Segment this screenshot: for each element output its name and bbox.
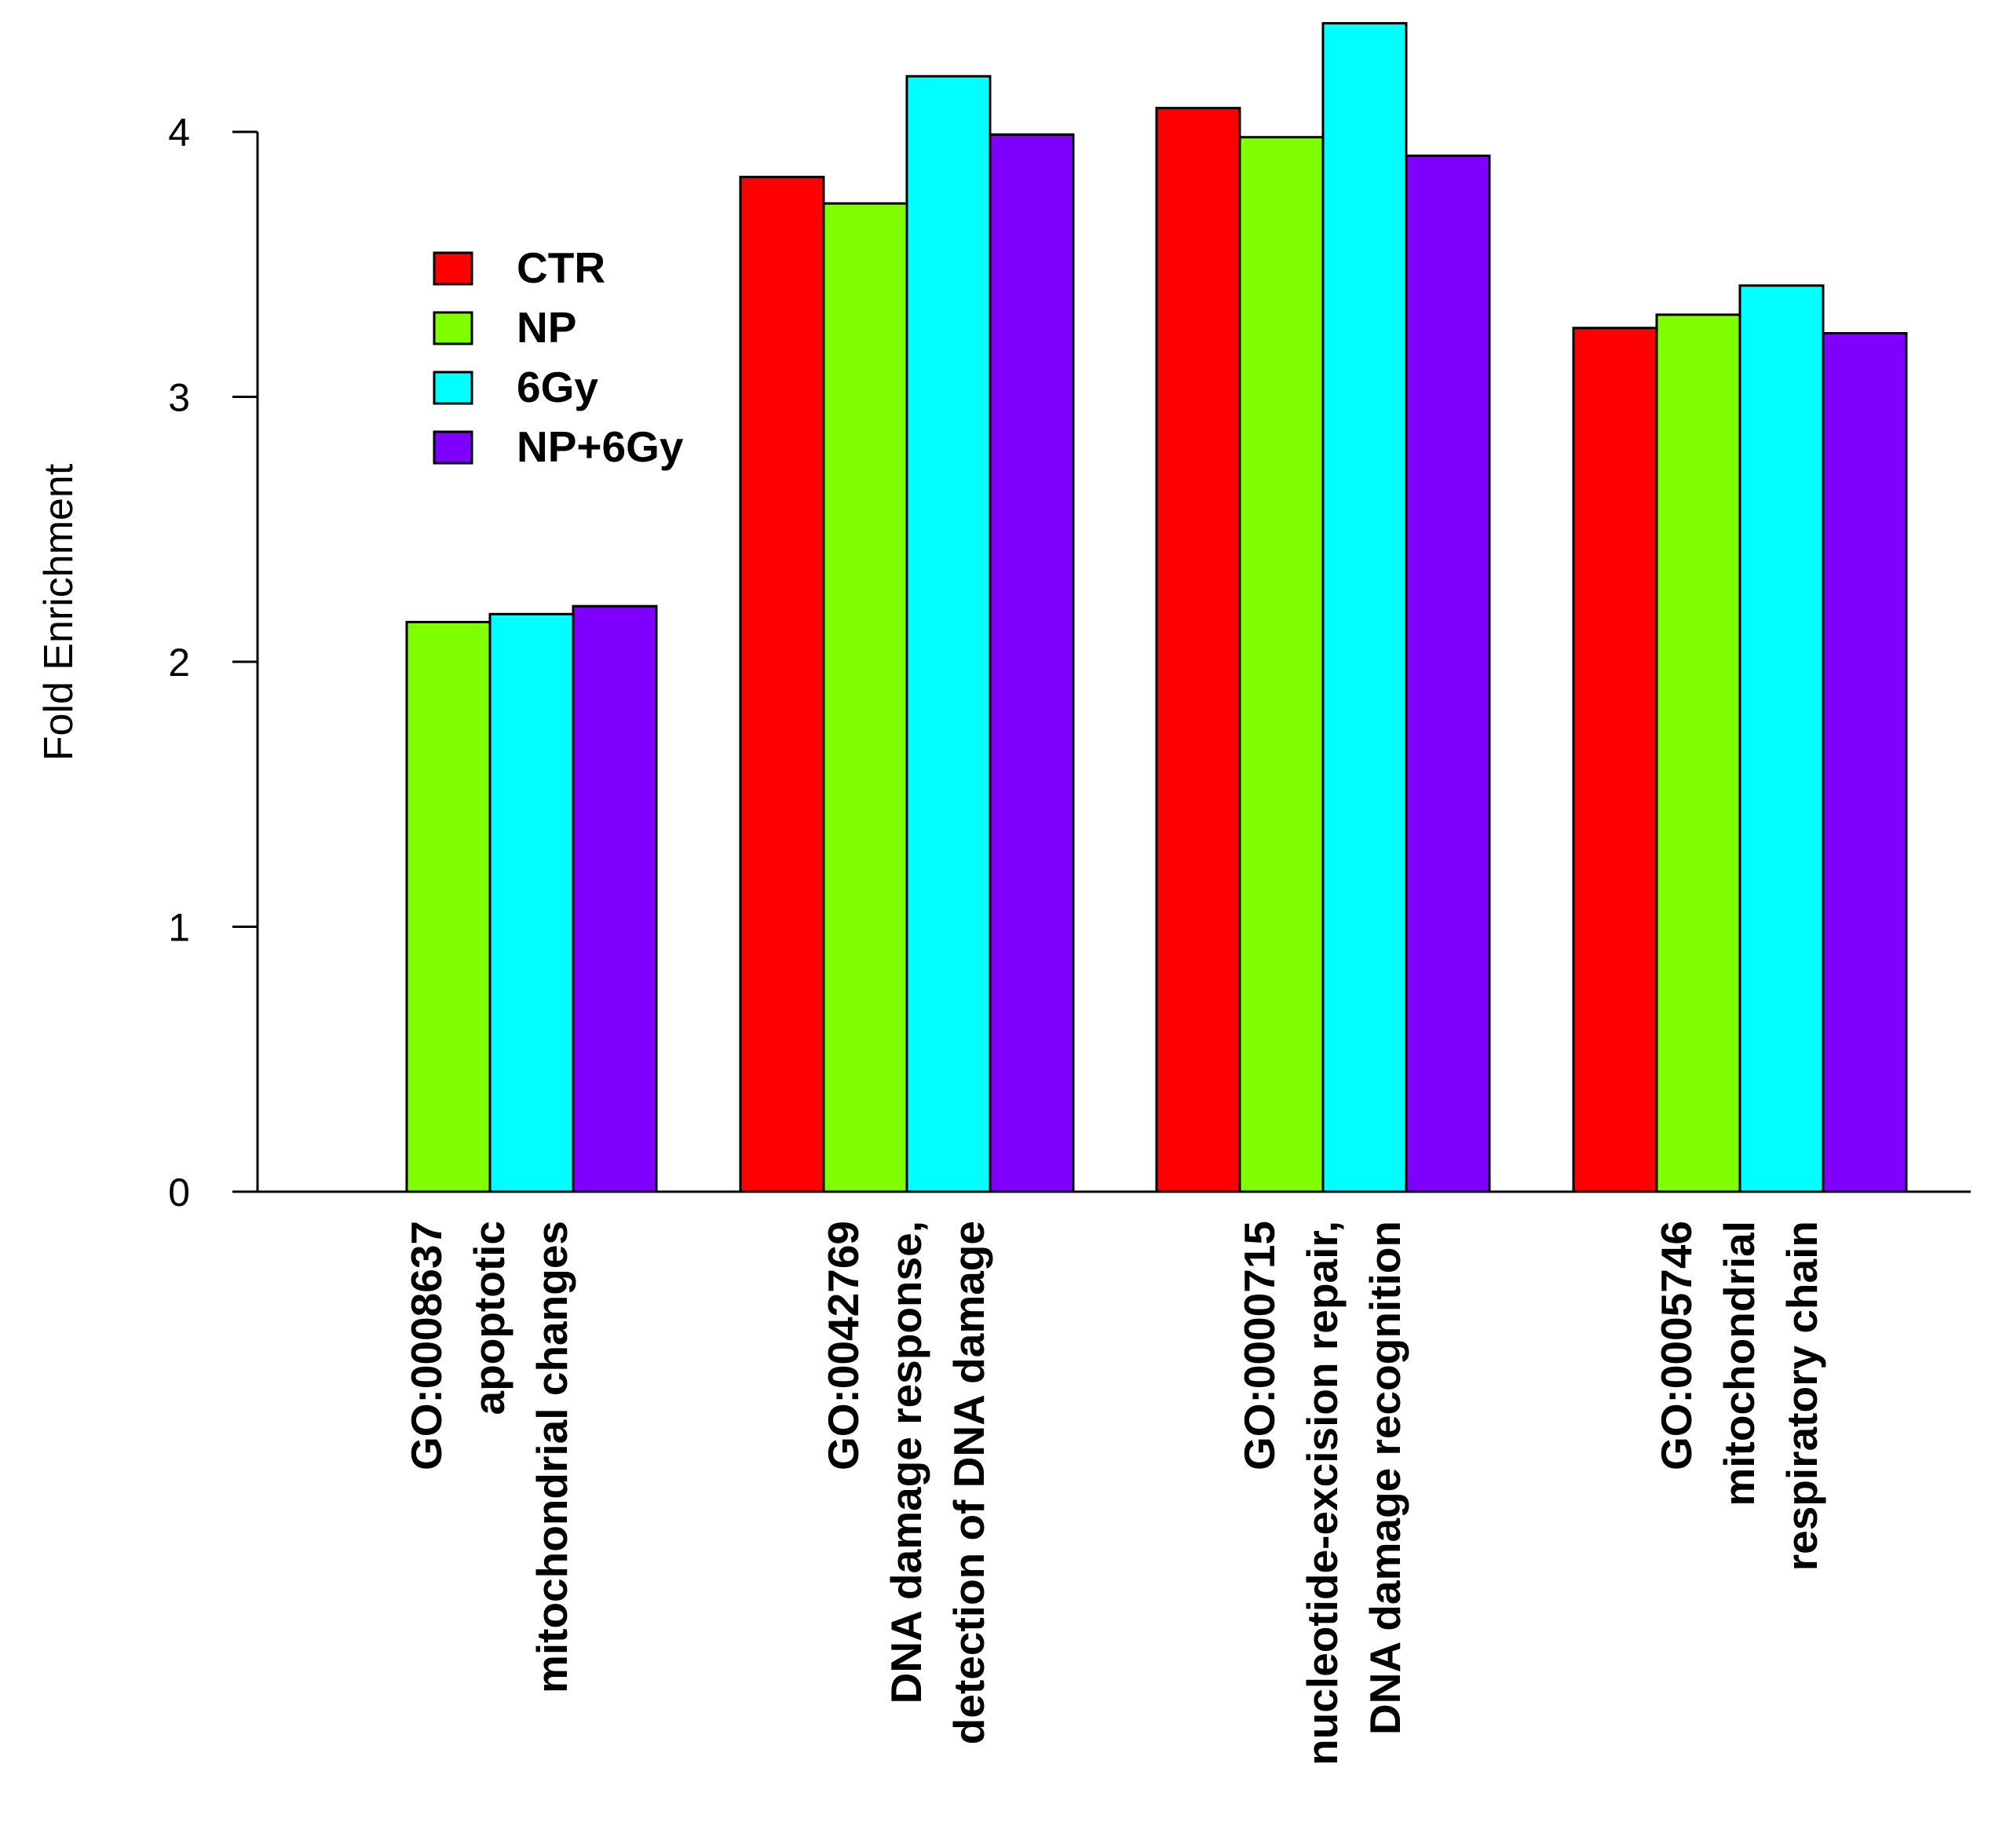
y-tick-label-2: 2	[168, 641, 190, 685]
legend-label-np-6gy: NP+6Gy	[517, 422, 684, 471]
bar-np-cat-4	[1655, 313, 1741, 1193]
legend-swatch-np-6gy	[433, 430, 473, 465]
category-label-4-line-3: respiratory chain	[1778, 1221, 1826, 1571]
category-label-1-line-3: mitochondrial changes	[528, 1221, 576, 1693]
category-label-4-line-2: mitochondrial	[1715, 1221, 1763, 1507]
category-label-2-line-1: GO:0042769	[819, 1221, 868, 1470]
bars	[405, 22, 1908, 1193]
legend-swatch-np	[433, 311, 473, 345]
bar-6gy-cat-2	[905, 75, 992, 1193]
bar-ctr-cat-4	[1572, 327, 1658, 1193]
y-tick-label-3: 3	[168, 376, 190, 420]
y-tick-label-1: 1	[168, 906, 190, 950]
legend-label-6gy: 6Gy	[517, 363, 598, 411]
category-label-2-line-3: detection of DNA damage	[945, 1221, 993, 1744]
category-label-3-line-3: DNA damage recognition	[1361, 1221, 1409, 1735]
category-label-3-line-1: GO:0000715	[1235, 1221, 1284, 1470]
legend-swatch-6gy	[433, 371, 473, 405]
y-axis-title: Fold Enrichment	[36, 463, 82, 761]
y-tick-label-4: 4	[168, 111, 190, 155]
legend-label-ctr: CTR	[517, 243, 605, 292]
category-labels: GO:0008637 apoptotic mitochondrial changes…	[402, 1221, 1826, 1766]
bar-np-cat-1	[405, 620, 492, 1193]
bar-np-cat-2	[822, 202, 908, 1193]
category-label-3-line-2: nucleotide-excision repair,	[1298, 1221, 1347, 1766]
bar-np-6gy-cat-3	[1405, 154, 1491, 1193]
y-axis: 0 1 2 3 4	[168, 111, 259, 1214]
y-tick-label-0: 0	[168, 1171, 190, 1214]
bar-np-6gy-cat-2	[989, 133, 1075, 1193]
category-label-4-line-1: GO:0005746	[1652, 1221, 1701, 1470]
bar-np-6gy-cat-1	[572, 604, 658, 1193]
legend-label-np: NP	[517, 303, 576, 352]
bar-np-6gy-cat-4	[1822, 332, 1908, 1193]
legend: CTR NP 6Gy NP+6Gy	[433, 243, 684, 471]
bar-ctr-cat-2	[739, 175, 825, 1193]
category-label-1-line-2: apoptotic	[465, 1221, 513, 1415]
bar-6gy-cat-4	[1738, 284, 1825, 1193]
bar-ctr-cat-3	[1155, 107, 1241, 1193]
legend-swatch-ctr	[433, 251, 473, 286]
bar-6gy-cat-1	[488, 612, 575, 1193]
category-label-1-line-1: GO:0008637	[402, 1221, 451, 1470]
bar-np-cat-3	[1238, 136, 1325, 1193]
bar-6gy-cat-3	[1321, 22, 1408, 1193]
category-label-2-line-2: DNA damage response,	[882, 1221, 930, 1704]
